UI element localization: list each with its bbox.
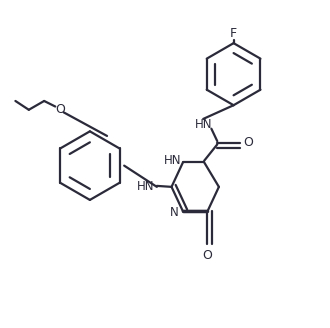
- Text: F: F: [230, 27, 237, 40]
- Text: HN: HN: [194, 118, 212, 131]
- Text: N: N: [169, 207, 178, 219]
- Text: O: O: [55, 103, 65, 116]
- Text: O: O: [203, 249, 213, 262]
- Text: HN: HN: [163, 154, 181, 167]
- Text: O: O: [243, 136, 253, 149]
- Text: HN: HN: [137, 180, 154, 194]
